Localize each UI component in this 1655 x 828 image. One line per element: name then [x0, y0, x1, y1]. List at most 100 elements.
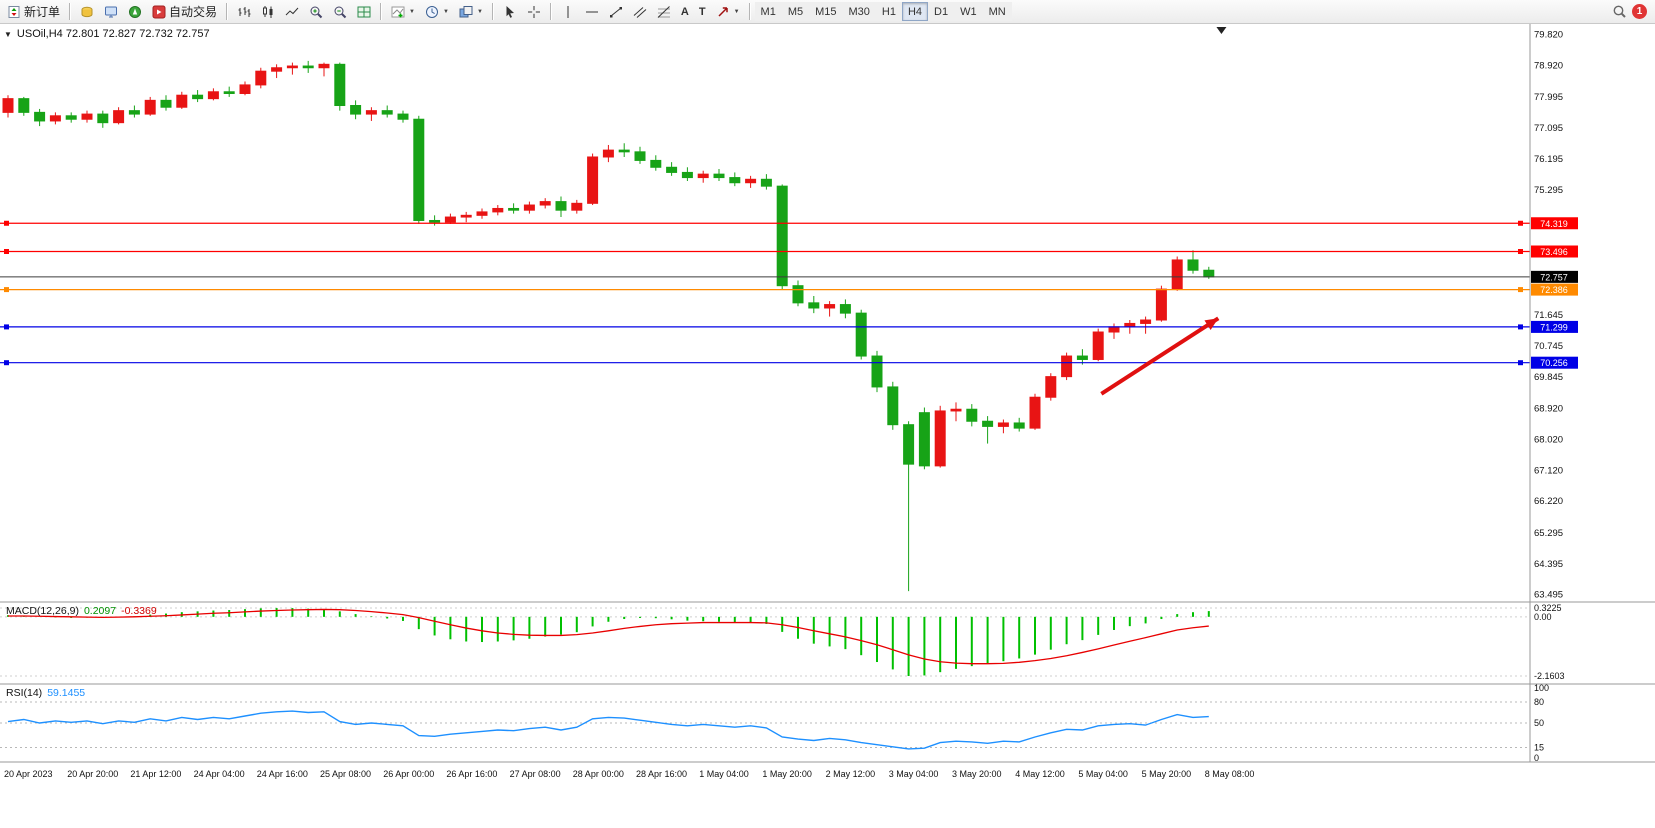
navigator-button[interactable] [123, 2, 147, 22]
timeframe-button-W1[interactable]: W1 [954, 2, 983, 21]
periods-button[interactable]: ▼ [420, 2, 454, 22]
ohlc-label: USOil,H4 72.801 72.827 72.732 72.757 [16, 28, 210, 40]
svg-text:74.319: 74.319 [1540, 219, 1568, 229]
svg-text:8 May 08:00: 8 May 08:00 [1205, 769, 1255, 779]
arrows-tool-button[interactable]: ▼ [711, 2, 745, 22]
svg-text:71.299: 71.299 [1540, 322, 1568, 332]
data-window-button[interactable] [99, 2, 123, 22]
notification-badge[interactable]: 1 [1632, 4, 1647, 19]
fibonacci-button[interactable] [652, 2, 676, 22]
timeframe-button-MN[interactable]: MN [982, 2, 1012, 21]
svg-text:1 May 20:00: 1 May 20:00 [762, 769, 812, 779]
toolbar-separator [380, 3, 383, 20]
new-order-button[interactable]: 新订单 [2, 2, 65, 22]
auto-trading-label: 自动交易 [169, 5, 218, 19]
svg-text:0: 0 [1534, 753, 1539, 763]
candlestick-icon [261, 5, 275, 19]
svg-text:0.00: 0.00 [1534, 612, 1552, 622]
macd-panel-label: MACD(12,26,9) 0.2097 -0.3369 [6, 605, 157, 617]
dropdown-caret-icon: ▼ [442, 8, 449, 15]
svg-text:20 Apr 2023: 20 Apr 2023 [4, 769, 53, 779]
text-tool-button[interactable]: A [676, 2, 694, 22]
timeframe-button-M30[interactable]: M30 [842, 2, 876, 21]
zoom-out-button[interactable] [328, 2, 352, 22]
vertical-line-button[interactable] [556, 2, 580, 22]
toolbar-separator [491, 3, 494, 20]
text-label-tool-button[interactable]: T [694, 2, 711, 22]
cursor-icon [503, 5, 517, 19]
svg-text:24 Apr 04:00: 24 Apr 04:00 [194, 769, 245, 779]
chart-title: ▼ USOil,H4 72.801 72.827 72.732 72.757 [4, 28, 210, 40]
indicators-button[interactable]: ▼ [386, 2, 420, 22]
clock-icon [425, 5, 439, 19]
svg-text:-2.1603: -2.1603 [1534, 671, 1565, 681]
dropdown-caret-icon: ▼ [409, 8, 415, 15]
tile-windows-button[interactable] [352, 2, 376, 22]
svg-text:70.745: 70.745 [1534, 341, 1563, 352]
svg-text:71.645: 71.645 [1534, 310, 1563, 321]
timeframe-button-H4[interactable]: H4 [901, 2, 929, 21]
timeframe-button-D1[interactable]: D1 [928, 2, 955, 21]
timeframe-button-M15[interactable]: M15 [809, 2, 843, 21]
candlestick-chart-button[interactable] [256, 2, 280, 22]
monitor-icon [104, 5, 118, 19]
svg-text:21 Apr 12:00: 21 Apr 12:00 [130, 769, 181, 779]
rsi-value: 59.1455 [47, 687, 86, 699]
one-click-trading-arrow[interactable]: ▼ [4, 29, 12, 39]
svg-text:75.295: 75.295 [1534, 185, 1563, 196]
timeframe-button-M1[interactable]: M1 [754, 2, 782, 21]
chart-canvas[interactable]: 79.820 78.920 77.995 77.095 76.195 75.295 71.6… [0, 24, 1655, 828]
timeframe-button-M5[interactable]: M5 [781, 2, 810, 21]
toolbar-separator [549, 3, 552, 20]
text-a-icon: A [680, 5, 689, 18]
svg-text:70.256: 70.256 [1540, 358, 1568, 368]
grid-icon [357, 5, 371, 19]
svg-text:76.195: 76.195 [1534, 154, 1563, 165]
svg-text:4 May 12:00: 4 May 12:00 [1015, 769, 1065, 779]
svg-text:3 May 20:00: 3 May 20:00 [952, 769, 1002, 779]
svg-text:73.496: 73.496 [1540, 247, 1568, 257]
svg-text:15: 15 [1534, 743, 1544, 753]
arrow-tool-icon [716, 5, 730, 19]
templates-button[interactable]: ▼ [454, 2, 488, 22]
bar-chart-button[interactable] [232, 2, 256, 22]
vertical-line-icon [561, 5, 575, 19]
svg-text:78.920: 78.920 [1534, 60, 1563, 71]
toolbar: 新订单 自动交易 [0, 0, 1655, 24]
svg-text:64.395: 64.395 [1534, 559, 1563, 570]
cursor-button[interactable] [498, 2, 522, 22]
line-chart-button[interactable] [280, 2, 304, 22]
fibonacci-icon [657, 5, 671, 19]
svg-text:28 Apr 00:00: 28 Apr 00:00 [573, 769, 624, 779]
horizontal-line-button[interactable] [580, 2, 604, 22]
template-icon [459, 5, 473, 19]
svg-text:100: 100 [1534, 683, 1549, 693]
svg-text:0.3225: 0.3225 [1534, 603, 1562, 613]
market-watch-button[interactable] [75, 2, 99, 22]
search-icon[interactable] [1612, 5, 1626, 19]
svg-text:27 Apr 08:00: 27 Apr 08:00 [510, 769, 561, 779]
channel-button[interactable] [628, 2, 652, 22]
svg-text:26 Apr 16:00: 26 Apr 16:00 [446, 769, 497, 779]
auto-trading-button[interactable]: 自动交易 [147, 2, 222, 22]
svg-text:72.386: 72.386 [1540, 285, 1568, 295]
navigator-icon [128, 5, 142, 19]
timeframe-button-H1[interactable]: H1 [875, 2, 902, 21]
svg-text:25 Apr 08:00: 25 Apr 08:00 [320, 769, 371, 779]
zoom-in-button[interactable] [304, 2, 328, 22]
channel-icon [633, 5, 647, 19]
svg-text:2 May 12:00: 2 May 12:00 [826, 769, 876, 779]
svg-text:79.820: 79.820 [1534, 29, 1563, 40]
crosshair-button[interactable] [522, 2, 546, 22]
macd-main-value: 0.2097 [83, 605, 117, 617]
svg-text:5 May 04:00: 5 May 04:00 [1078, 769, 1128, 779]
svg-text:65.295: 65.295 [1534, 528, 1563, 539]
chart-area: 79.820 78.920 77.995 77.095 76.195 75.295 71.6… [0, 24, 1655, 828]
trendline-button[interactable] [604, 2, 628, 22]
svg-text:3 May 04:00: 3 May 04:00 [889, 769, 939, 779]
svg-text:28 Apr 16:00: 28 Apr 16:00 [636, 769, 687, 779]
toolbar-separator [226, 3, 229, 20]
svg-text:1 May 04:00: 1 May 04:00 [699, 769, 749, 779]
new-order-icon [7, 5, 21, 19]
